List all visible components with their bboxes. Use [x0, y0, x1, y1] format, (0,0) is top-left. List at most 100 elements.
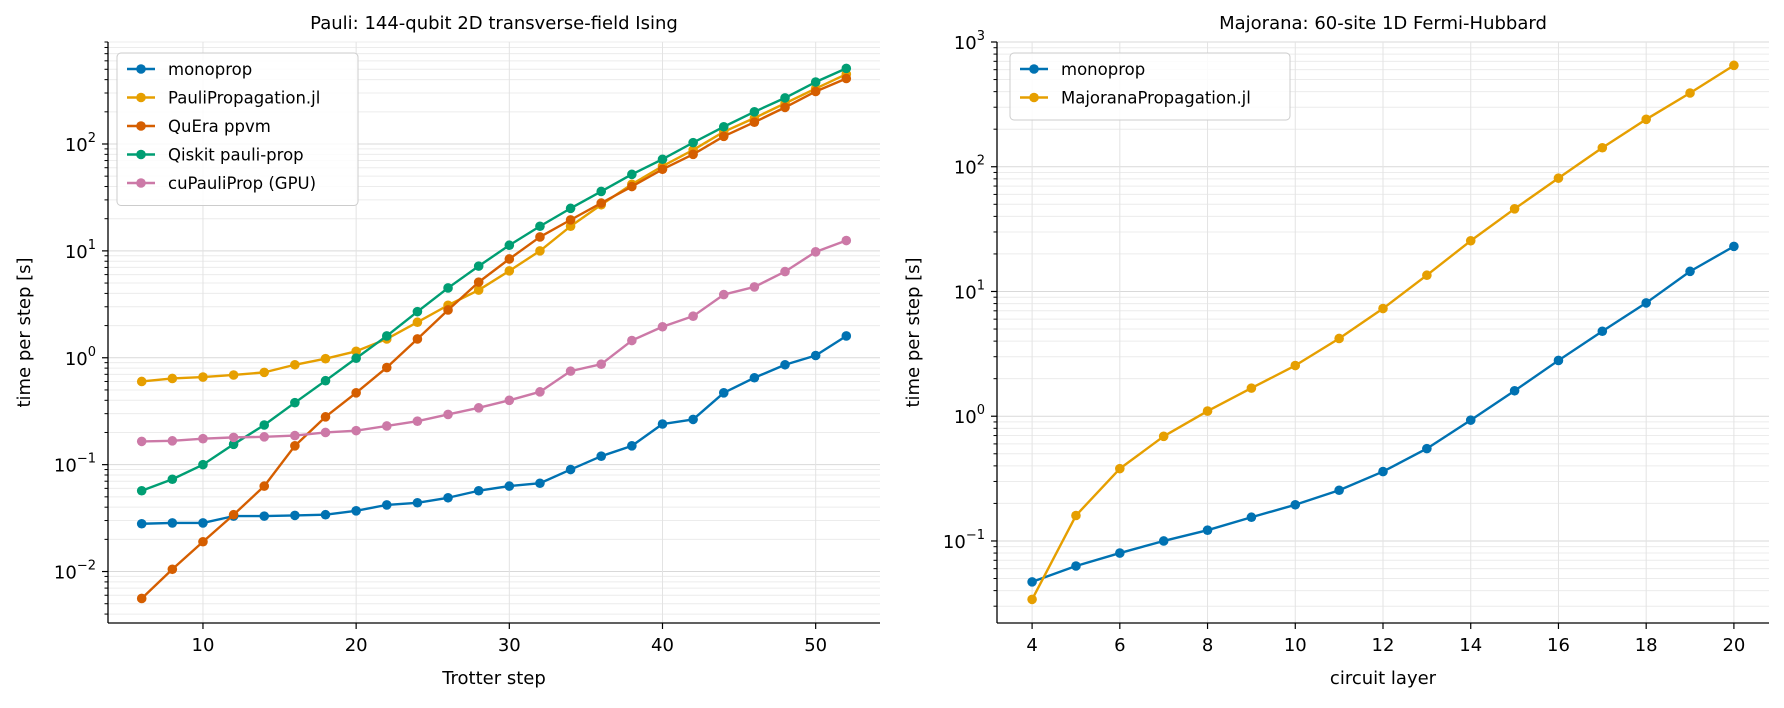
legend: monoprop MajoranaPropagation.jl: [1009, 52, 1291, 121]
legend-label: cuPauliProp (GPU): [168, 174, 316, 193]
legend-box: [116, 52, 359, 206]
data-point: [1729, 241, 1739, 252]
x-axis-label: circuit layer: [1330, 668, 1437, 689]
data-point: [228, 509, 239, 520]
data-point: [167, 518, 178, 528]
data-point: [473, 403, 484, 413]
data-point: [627, 441, 637, 451]
data-point: [657, 419, 668, 429]
data-point: [1685, 88, 1695, 98]
data-point: [198, 518, 208, 528]
legend-box: [1009, 52, 1291, 121]
data-point: [1071, 561, 1081, 571]
data-point: [473, 485, 484, 496]
data-point: [259, 420, 270, 430]
data-point: [810, 77, 821, 87]
legend-item: Qiskit pauli-prop: [127, 146, 304, 165]
data-point: [443, 492, 453, 503]
x-tick-label: 50: [804, 635, 827, 656]
data-point: [749, 117, 760, 127]
data-point: [320, 509, 331, 520]
data-point: [535, 387, 545, 397]
data-point: [596, 186, 607, 197]
data-point: [136, 518, 147, 529]
data-point: [535, 221, 545, 232]
data-point: [688, 137, 698, 148]
data-point: [1422, 270, 1432, 281]
data-point: [565, 366, 576, 376]
data-point: [1202, 525, 1213, 535]
data-point: [657, 164, 668, 175]
legend-label: QuEra ppvm: [168, 117, 271, 136]
y-axis-label: time per step [s]: [14, 257, 35, 407]
data-point: [504, 240, 515, 251]
data-point: [1334, 333, 1344, 344]
data-point: [259, 432, 270, 442]
data-point: [136, 485, 147, 496]
data-point: [780, 102, 790, 113]
series-cupauliprop-gpu: [136, 235, 852, 447]
x-tick-label: 14: [1459, 635, 1482, 656]
data-point: [504, 481, 515, 491]
x-tick-label: 20: [345, 635, 368, 656]
data-point: [504, 395, 515, 406]
data-point: [198, 536, 208, 547]
legend-marker: [1029, 64, 1039, 74]
data-point: [290, 359, 300, 370]
data-point: [228, 432, 239, 443]
series-line: [141, 239, 847, 443]
data-point: [627, 335, 637, 346]
data-point: [1553, 173, 1564, 183]
data-point: [320, 412, 331, 422]
data-point: [688, 149, 698, 160]
data-point: [1641, 298, 1651, 308]
data-point: [1509, 385, 1520, 396]
legend-item: PauliPropagation.jl: [127, 89, 320, 108]
legend-item: monoprop: [127, 60, 252, 79]
data-point: [351, 425, 361, 436]
data-point: [290, 441, 300, 451]
data-point: [473, 277, 484, 287]
data-point: [1553, 355, 1564, 366]
y-tick-label: 100: [65, 345, 96, 370]
data-point: [228, 370, 239, 380]
data-point: [1246, 383, 1257, 393]
data-point: [1597, 142, 1608, 153]
data-point: [1641, 114, 1651, 125]
data-point: [1378, 466, 1388, 477]
series-line: [141, 67, 847, 492]
data-point: [627, 181, 637, 192]
y-tick-label: 103: [954, 29, 985, 54]
data-point: [718, 121, 729, 132]
data-point: [167, 474, 178, 485]
grid: [997, 41, 1769, 623]
data-point: [504, 266, 515, 276]
data-point: [841, 235, 852, 246]
data-point: [412, 416, 423, 426]
data-point: [688, 414, 698, 425]
y-tick-label: 102: [65, 131, 96, 156]
x-tick-label: 30: [498, 635, 521, 656]
data-point: [381, 421, 392, 431]
data-point: [290, 510, 300, 521]
data-point: [381, 362, 392, 373]
data-point: [841, 63, 852, 74]
data-point: [780, 266, 790, 277]
data-point: [1334, 485, 1344, 496]
x-tick-label: 10: [192, 635, 215, 656]
data-point: [565, 215, 576, 225]
legend-label: MajoranaPropagation.jl: [1061, 89, 1251, 108]
chart-title: Pauli: 144-qubit 2D transverse-field Isi…: [310, 13, 678, 34]
data-point: [198, 372, 208, 382]
data-point: [136, 376, 147, 387]
data-point: [1729, 60, 1739, 71]
data-point: [320, 353, 331, 364]
data-point: [443, 305, 453, 315]
data-point: [841, 331, 852, 341]
series-line: [141, 73, 847, 383]
data-point: [412, 334, 423, 344]
data-point: [259, 511, 270, 521]
x-axis-label: Trotter step: [441, 668, 546, 689]
data-point: [136, 593, 147, 604]
